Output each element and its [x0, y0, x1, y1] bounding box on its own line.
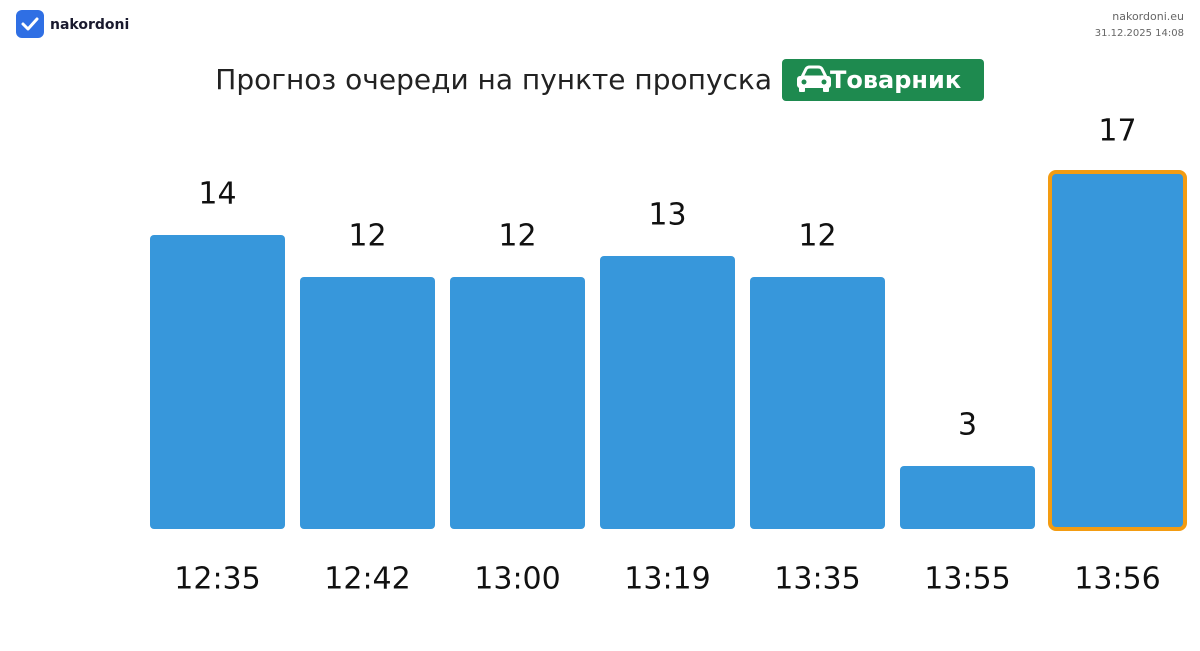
badge-label: Товарник: [830, 66, 961, 94]
value-label: 13: [648, 198, 686, 233]
car-icon: [797, 65, 831, 92]
logo-check: [21, 17, 39, 31]
value-label: 17: [1098, 114, 1136, 149]
value-label: 12: [498, 219, 536, 254]
logo: [16, 10, 44, 38]
bar: [150, 235, 285, 529]
x-tick-label: 13:56: [1074, 562, 1160, 597]
bar: [450, 277, 585, 529]
value-label: 14: [198, 177, 236, 212]
timestamp: 31.12.2025 14:08: [1095, 28, 1184, 39]
bar: [300, 277, 435, 529]
badge: [782, 59, 984, 101]
bar: [750, 277, 885, 529]
value-label: 3: [958, 408, 977, 443]
brand: nakordoni: [50, 17, 129, 33]
site: nakordoni.eu: [1112, 10, 1184, 23]
x-tick-label: 13:19: [624, 562, 710, 597]
bar: [900, 466, 1035, 529]
chart-title: Прогноз очереди на пункте пропуска: [215, 63, 772, 96]
x-tick-label: 13:55: [924, 562, 1010, 597]
value-label: 12: [348, 219, 386, 254]
x-tick-label: 12:42: [324, 562, 410, 597]
x-tick-label: 13:35: [774, 562, 860, 597]
value-label: 12: [798, 219, 836, 254]
bar: [600, 256, 735, 529]
x-tick-label: 13:00: [474, 562, 560, 597]
bar: [1048, 170, 1187, 531]
x-tick-label: 12:35: [174, 562, 260, 597]
